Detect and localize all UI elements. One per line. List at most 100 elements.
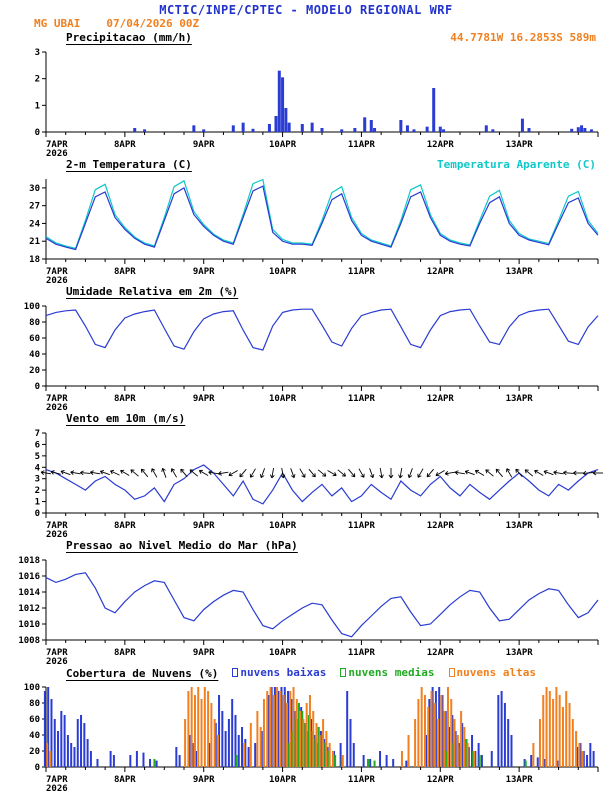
x-tick-label: 10APR xyxy=(269,267,297,277)
y-tick-label: 20 xyxy=(29,366,40,376)
x-tick-label: 10APR xyxy=(269,140,297,150)
legend-label-high-clouds: nuvens altas xyxy=(456,666,536,679)
panel-pressure-header: Pressao ao Nivel Medio do Mar (hPa) xyxy=(0,539,612,554)
pressao-axes xyxy=(42,559,599,645)
x-tick-label: 8APR xyxy=(114,394,136,404)
y-tick-label: 27 xyxy=(29,202,40,212)
y-tick-label: 0 xyxy=(35,382,40,392)
high-clouds-swatch-icon xyxy=(448,668,455,677)
y-tick-label: 1 xyxy=(35,498,40,508)
x-tick-label: 12APR xyxy=(427,648,455,658)
x-tick-label: 7APR xyxy=(46,648,68,658)
panel-precipitation: Precipitacao (mm/h) 44.7781W 16.2853S 58… xyxy=(0,31,612,158)
panel-title-cloud-cover: Cobertura de Nuvens (%) xyxy=(66,667,219,680)
panel-title-temperature: 2-m Temperatura (C) xyxy=(66,158,192,171)
y-tick-label: 4 xyxy=(35,463,41,473)
line-pressao xyxy=(45,572,599,638)
y-tick-label: 20 xyxy=(29,747,40,757)
panel-pressure: Pressao ao Nivel Medio do Mar (hPa) 1008… xyxy=(0,539,612,666)
bars-nuvens-baixas xyxy=(43,687,595,767)
x-tick-label: 7APR xyxy=(46,521,68,531)
legend-item-low-clouds: nuvens baixas xyxy=(232,666,326,679)
legend-item-high-clouds: nuvens altas xyxy=(448,666,536,679)
y-tick-label: 3 xyxy=(35,48,40,58)
x-tick-label: 8APR xyxy=(114,140,136,150)
x-tick-label: 12APR xyxy=(427,394,455,404)
mid-clouds-swatch-icon xyxy=(340,668,347,677)
x-tick-label: 7APR xyxy=(46,394,68,404)
umidade-axes xyxy=(42,305,599,391)
panel-temperature-header: 2-m Temperatura (C) Temperatura Aparente… xyxy=(0,158,612,173)
x-tick-label: 11APR xyxy=(348,140,376,150)
x-tick-label: 8APR xyxy=(114,775,136,785)
y-tick-label: 0 xyxy=(35,128,40,138)
x-tick-label: 8APR xyxy=(114,521,136,531)
x-tick-label: 11APR xyxy=(348,648,376,658)
x-tick-label: 9APR xyxy=(193,394,215,404)
y-tick-label: 7 xyxy=(35,429,40,439)
y-tick-label: 6 xyxy=(35,440,40,450)
panel-title-humidity: Umidade Relativa em 2m (%) xyxy=(66,285,239,298)
panel-humidity-header: Umidade Relativa em 2m (%) xyxy=(0,285,612,300)
x-tick-label: 13APR xyxy=(506,140,534,150)
low-clouds-swatch-icon xyxy=(232,668,239,677)
x-tick-label: 12APR xyxy=(427,140,455,150)
vento-axes xyxy=(42,432,599,518)
x-year-label: 2026 xyxy=(46,530,68,539)
header-subline: MG UBAI 07/04/2026 00Z xyxy=(0,17,612,31)
y-tick-label: 80 xyxy=(29,699,40,709)
precipitacao-axes xyxy=(42,51,599,137)
y-tick-label: 3 xyxy=(35,475,40,485)
line-2-m-Temperatura xyxy=(45,185,599,251)
x-tick-label: 9APR xyxy=(193,267,215,277)
y-tick-label: 2 xyxy=(35,486,40,496)
y-tick-label: 1010 xyxy=(18,620,40,630)
x-tick-label: 11APR xyxy=(348,267,376,277)
x-tick-label: 13APR xyxy=(506,267,534,277)
panel-cloud-cover: Cobertura de Nuvens (%) nuvens baixas nu… xyxy=(0,666,612,793)
x-year-label: 2026 xyxy=(46,276,68,285)
y-tick-label: 30 xyxy=(29,184,40,194)
panel-humidity: Umidade Relativa em 2m (%) 0 20 40 60 80 100 7… xyxy=(0,285,612,412)
y-tick-label: 5 xyxy=(35,452,40,462)
y-tick-label: 1008 xyxy=(18,636,40,646)
legend-label-mid-clouds: nuvens medias xyxy=(348,666,435,679)
x-year-label: 2026 xyxy=(46,149,68,158)
panel-precipitation-header: Precipitacao (mm/h) 44.7781W 16.2853S 58… xyxy=(0,31,612,46)
panel-wind: Vento em 10m (m/s) 0 1 2 3 4 5 6 7 7APR 2026 8APR 9… xyxy=(0,412,612,539)
apparent-temperature-label: Temperatura Aparente (C) xyxy=(437,158,596,171)
y-tick-label: 1014 xyxy=(18,588,40,598)
y-tick-label: 40 xyxy=(29,350,40,360)
x-tick-label: 13APR xyxy=(506,648,534,658)
panel-title-pressure: Pressao ao Nivel Medio do Mar (hPa) xyxy=(66,539,298,552)
station-coordinates: 44.7781W 16.2853S 589m xyxy=(450,31,596,44)
x-tick-label: 10APR xyxy=(269,521,297,531)
wind-barbs xyxy=(40,467,603,479)
y-tick-label: 0 xyxy=(35,509,40,519)
y-tick-label: 60 xyxy=(29,334,40,344)
y-tick-label: 1 xyxy=(35,101,40,111)
y-tick-label: 18 xyxy=(29,255,40,265)
x-tick-label: 12APR xyxy=(427,267,455,277)
line-umidade-relativa xyxy=(45,308,599,351)
x-tick-label: 9APR xyxy=(193,521,215,531)
x-tick-label: 10APR xyxy=(269,775,297,785)
x-tick-label: 11APR xyxy=(348,521,376,531)
x-tick-label: 9APR xyxy=(193,140,215,150)
x-tick-label: 10APR xyxy=(269,394,297,404)
panel-cloud-cover-header: Cobertura de Nuvens (%) nuvens baixas nu… xyxy=(0,666,612,681)
x-tick-label: 12APR xyxy=(427,775,455,785)
line-Temperatura-Aparente xyxy=(45,178,599,250)
x-tick-label: 9APR xyxy=(193,648,215,658)
y-tick-label: 1018 xyxy=(18,556,40,566)
bars-nuvens-medias xyxy=(153,703,527,767)
y-tick-label: 0 xyxy=(35,763,40,773)
page-title: MCTIC/INPE/CPTEC - MODELO REGIONAL WRF xyxy=(159,3,453,17)
x-tick-label: 10APR xyxy=(269,648,297,658)
